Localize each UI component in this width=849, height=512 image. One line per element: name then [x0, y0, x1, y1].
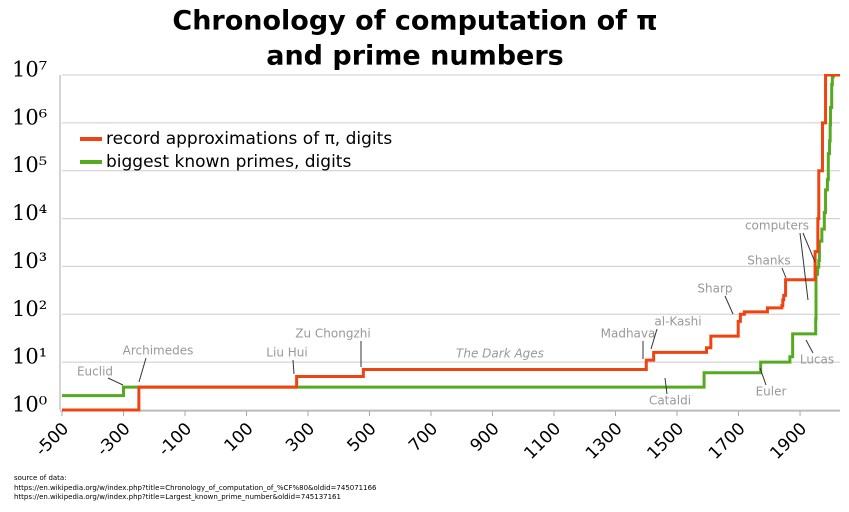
legend-label: record approximations of π, digits — [106, 129, 392, 149]
x-tick-label: -300 — [93, 419, 134, 460]
y-tick-label: 10⁰ — [12, 393, 47, 417]
annotation: Euclid — [77, 365, 113, 379]
annotation-leader — [138, 357, 147, 383]
x-tick-label: 300 — [282, 419, 319, 456]
annotation: Madhava — [601, 327, 656, 341]
annotation: Shanks — [747, 254, 790, 268]
annotation-leader — [664, 377, 668, 395]
legend-label: biggest known primes, digits — [106, 152, 351, 172]
x-tick-label: 100 — [220, 419, 257, 456]
y-tick-label: 10⁴ — [12, 201, 47, 225]
source: source of data: — [14, 474, 67, 482]
source: https://en.wikipedia.org/w/index.php?tit… — [14, 493, 341, 501]
y-tick-label: 10⁶ — [12, 105, 47, 129]
annotation: computers — [745, 219, 809, 233]
annotation: al-Kashi — [654, 315, 701, 329]
annotation-leader — [724, 295, 734, 315]
chart-title: Chronology of computation of π — [172, 6, 657, 37]
annotation-leader — [781, 267, 787, 279]
y-tick-label: 10¹ — [12, 345, 47, 369]
annotation: Archimedes — [123, 344, 194, 358]
plot-area — [62, 74, 840, 412]
annotation-leader — [802, 232, 816, 263]
y-tick-label: 10⁵ — [12, 153, 47, 177]
x-tick-label: 1100 — [520, 419, 565, 464]
x-tick-label: 1500 — [643, 419, 688, 464]
annotation: The Dark Ages — [456, 347, 544, 361]
x-tick-label: 500 — [343, 419, 380, 456]
annotation-leader — [759, 367, 767, 386]
series-line — [62, 74, 835, 398]
annotation-leader — [107, 377, 124, 386]
x-tick-label: -100 — [155, 419, 196, 460]
series-line — [62, 74, 840, 412]
annotation: Zu Chongzhi — [295, 327, 370, 341]
annotation-leader — [799, 232, 809, 301]
y-tick-label: 10⁷ — [12, 58, 47, 82]
x-tick-label: 900 — [466, 419, 503, 456]
annotation: Euler — [756, 385, 787, 399]
source: https://en.wikipedia.org/w/index.php?tit… — [14, 484, 377, 492]
annotation-leader — [650, 328, 658, 350]
chart-title: and prime numbers — [266, 41, 564, 72]
x-tick-label: 1900 — [766, 419, 811, 464]
annotation-leader — [805, 339, 814, 354]
x-tick-label: 1700 — [705, 419, 750, 464]
x-tick-label: 1300 — [582, 419, 627, 464]
annotation: Sharp — [697, 282, 732, 296]
annotation: Cataldi — [649, 394, 691, 408]
x-tick-label: -500 — [32, 419, 73, 460]
y-tick-label: 10³ — [12, 249, 47, 273]
x-tick-label: 700 — [405, 419, 442, 456]
y-tick-label: 10² — [12, 297, 47, 321]
annotation-leader — [292, 359, 295, 375]
annotation: Lucas — [800, 353, 834, 367]
annotation: Liu Hui — [266, 346, 307, 360]
